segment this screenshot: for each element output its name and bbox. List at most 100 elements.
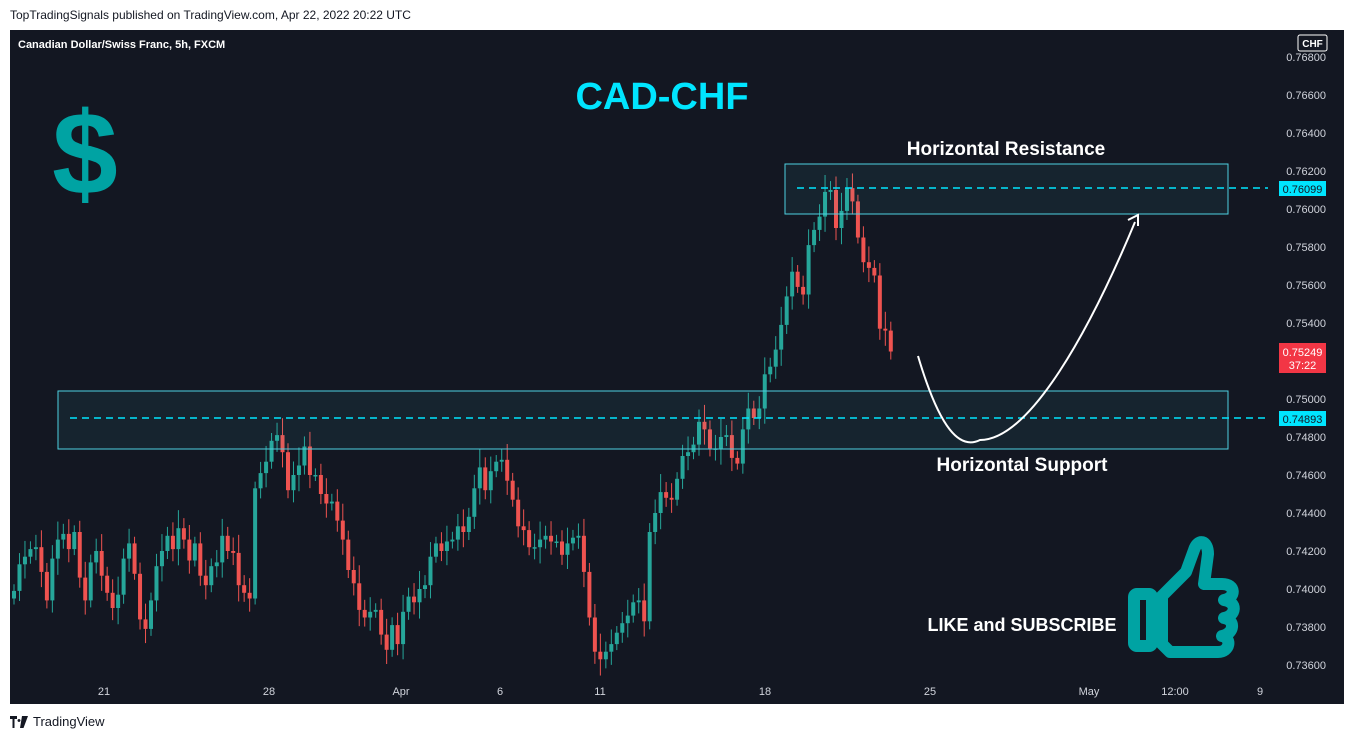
candle-body	[806, 245, 811, 295]
candle-body	[592, 617, 597, 652]
candle-body	[154, 566, 159, 601]
candle-body	[423, 585, 427, 589]
footer: TradingView	[10, 714, 105, 729]
candle-body	[751, 408, 756, 418]
support-price: 0.74893	[1283, 414, 1323, 426]
candle-body	[329, 501, 334, 504]
candle-body	[379, 609, 384, 635]
candle-body	[170, 535, 175, 550]
candle-body	[702, 421, 707, 430]
publish-info: TopTradingSignals published on TradingVi…	[10, 8, 411, 22]
candle-body	[209, 566, 214, 586]
chart-title: CAD-CHF	[575, 76, 748, 118]
time-tick-label: May	[1079, 686, 1100, 698]
candle-body	[17, 564, 22, 591]
candle-body	[121, 558, 126, 595]
candle-body	[231, 551, 236, 553]
candle-body	[872, 267, 877, 276]
price-tick-label: 0.76000	[1286, 204, 1326, 216]
candle-body	[494, 461, 499, 472]
candle-body	[66, 533, 71, 550]
currency-label: CHF	[1302, 39, 1323, 50]
candle-body	[883, 328, 888, 331]
candle-body	[264, 461, 269, 474]
time-tick-label: 28	[263, 686, 275, 698]
candlestick-chart[interactable]: Canadian Dollar/Swiss Franc, 5h, FXCM CA…	[10, 30, 1344, 704]
footer-brand: TradingView	[33, 714, 105, 729]
candle-body	[861, 237, 866, 263]
resistance-price: 0.76099	[1283, 184, 1323, 196]
chart-frame[interactable]: Canadian Dollar/Swiss Franc, 5h, FXCM CA…	[10, 30, 1344, 704]
price-tick-label: 0.74400	[1286, 508, 1326, 520]
price-tick-label: 0.76200	[1286, 166, 1326, 178]
candle-body	[187, 539, 192, 561]
candle-body	[675, 478, 680, 500]
candle-body	[110, 592, 115, 608]
candle-body	[368, 611, 373, 618]
candle-body	[242, 585, 247, 593]
price-tick-label: 0.76800	[1286, 52, 1326, 64]
candle-body	[844, 188, 849, 211]
candle-body	[77, 532, 82, 578]
candle-body	[94, 551, 99, 563]
time-tick-label: 21	[98, 686, 110, 698]
candle-body	[581, 535, 586, 572]
price-tick-label: 0.74600	[1286, 470, 1326, 482]
time-tick-label: Apr	[392, 686, 409, 698]
candle-body	[390, 625, 395, 650]
price-tick-label: 0.76600	[1286, 90, 1326, 102]
candle-body	[247, 592, 252, 599]
candle-body	[318, 475, 323, 494]
candle-body	[461, 526, 466, 532]
countdown: 37:22	[1289, 360, 1317, 372]
candle-body	[181, 528, 186, 540]
candle-body	[565, 543, 570, 555]
candle-body	[357, 583, 362, 610]
candle-body	[779, 324, 784, 350]
candle-body	[812, 229, 817, 246]
projection-arrow	[917, 221, 1136, 444]
candle-body	[527, 530, 532, 548]
candle-body	[50, 558, 55, 601]
candle-body	[258, 473, 263, 489]
support-price-badge	[1279, 411, 1326, 426]
candle-body	[236, 552, 241, 586]
candle-body	[444, 541, 449, 551]
candle-body	[275, 435, 280, 441]
candle-body	[784, 296, 789, 325]
resistance-label: Horizontal Resistance	[907, 139, 1106, 160]
candle-body	[225, 535, 230, 551]
candle-body	[149, 600, 153, 629]
candle-body	[549, 535, 554, 542]
candle-body	[22, 556, 27, 565]
dollar-icon: $	[52, 88, 118, 220]
candle-body	[631, 602, 636, 616]
candle-body	[609, 644, 614, 652]
candle-body	[291, 475, 296, 491]
candle-body	[888, 330, 893, 352]
candle-body	[686, 452, 691, 456]
candle-body	[412, 596, 417, 603]
candle-body	[483, 467, 488, 491]
candle-body	[28, 549, 33, 557]
thumbs-up-icon	[1128, 536, 1240, 658]
price-tick-label: 0.74800	[1286, 432, 1326, 444]
candle-body	[33, 547, 38, 550]
candle-body	[138, 573, 143, 620]
price-tick-label: 0.73600	[1286, 660, 1326, 672]
candle-body	[253, 488, 258, 599]
arrow-head	[1127, 213, 1139, 226]
time-tick-label: 9	[1257, 686, 1263, 698]
candle-body	[335, 501, 340, 521]
candle-body	[757, 408, 762, 418]
tradingview-logo-icon	[10, 715, 28, 728]
price-tick-label: 0.74200	[1286, 546, 1326, 558]
price-tick-label: 0.76400	[1286, 128, 1326, 140]
candle-body	[735, 457, 740, 464]
candle-body	[346, 539, 351, 570]
candle-body	[302, 446, 307, 466]
candle-body	[724, 435, 729, 437]
candle-body	[795, 271, 800, 287]
candle-body	[620, 623, 625, 633]
candle-body	[132, 543, 137, 574]
